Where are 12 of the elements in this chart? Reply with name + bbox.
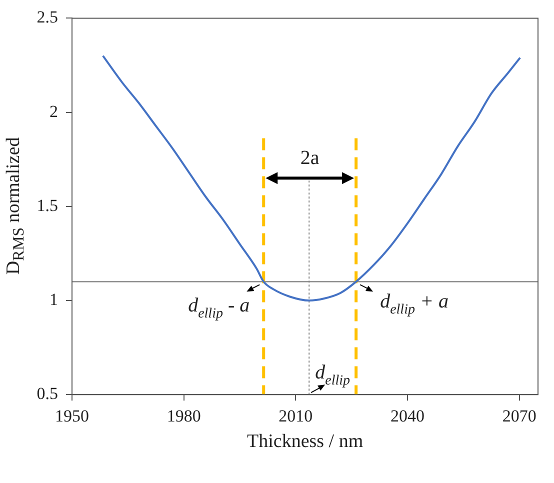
y-tick-label: 2 — [50, 102, 58, 121]
y-tick-label: 0.5 — [36, 384, 58, 404]
x-tick-label: 2070 — [502, 406, 536, 426]
x-tick-label: 2010 — [278, 406, 313, 426]
y-tick-label: 1.5 — [36, 196, 58, 215]
x-tick-label: 2040 — [390, 406, 425, 426]
annotation: 2a — [300, 147, 320, 170]
x-tick-label: 1980 — [166, 406, 201, 426]
y-tick-label: 1 — [50, 290, 58, 309]
x-axis-title: Thickness / nm — [247, 430, 364, 453]
y-tick-label: 2.5 — [36, 8, 58, 27]
x-tick-label: 1950 — [55, 406, 89, 426]
